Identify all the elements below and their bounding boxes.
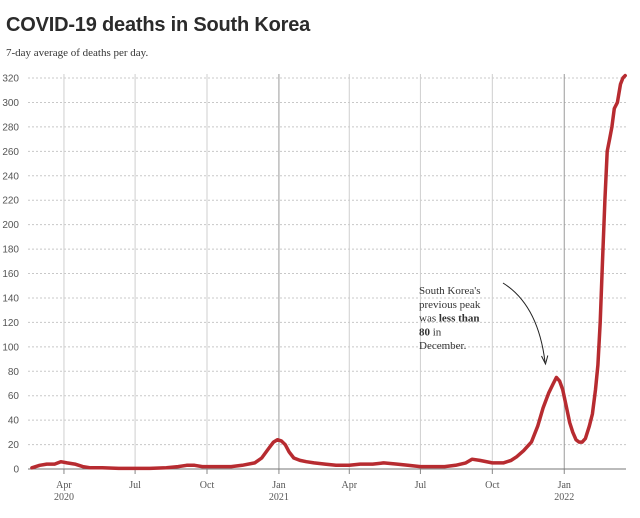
y-tick-label: 0	[13, 465, 19, 476]
annotation: South Korea's previous peak was less than 8…	[419, 282, 549, 366]
y-tick-label: 260	[2, 147, 19, 158]
annotation-segment: 80	[419, 326, 431, 338]
chart-title: COVID-19 deaths in South Korea	[6, 14, 311, 36]
annotation-segment: in	[430, 326, 442, 338]
y-tick-label: 180	[2, 245, 19, 256]
y-tick-label: 100	[2, 342, 19, 353]
y-tick-label: 320	[2, 74, 19, 85]
x-tick-label: Apr	[56, 480, 72, 491]
annotation-segment: less than	[439, 313, 480, 325]
x-tick-year: 2020	[54, 492, 74, 503]
annotation-segment: previous peak	[419, 299, 481, 311]
x-tick-label: Apr	[341, 480, 357, 491]
y-tick-label: 160	[2, 269, 19, 280]
x-tick-label: Jan	[558, 480, 571, 491]
series-line	[30, 73, 627, 471]
grid-lines	[28, 74, 626, 469]
x-tick-label: Jul	[415, 480, 427, 491]
y-axis: 0 20 40 60 80 100 120 140 160 180 200 220 240 260 280 3…	[2, 74, 19, 476]
y-tick-label: 40	[8, 416, 20, 427]
annotation-segment: December.	[419, 340, 467, 352]
x-tick-label: Oct	[200, 480, 215, 491]
y-tick-label: 200	[2, 220, 19, 231]
y-tick-label: 80	[8, 367, 20, 378]
y-tick-label: 220	[2, 196, 19, 207]
x-tick-label: Oct	[485, 480, 500, 491]
annotation-segment: South Korea's	[419, 285, 481, 297]
annotation-arrow	[502, 282, 546, 363]
x-tick-year: 2022	[554, 492, 574, 503]
y-tick-label: 140	[2, 293, 19, 304]
y-tick-label: 280	[2, 122, 19, 133]
chart-subtitle: 7-day average of deaths per day.	[6, 47, 149, 59]
x-tick-label: Jul	[129, 480, 141, 491]
y-tick-label: 20	[8, 440, 20, 451]
y-tick-label: 300	[2, 98, 19, 109]
y-tick-label: 60	[8, 391, 20, 402]
x-tick-label: Jan	[272, 480, 285, 491]
y-tick-label: 240	[2, 171, 19, 182]
x-tick-year: 2021	[269, 492, 289, 503]
annotation-segment: was	[419, 313, 439, 325]
annotation-arrowhead	[541, 355, 549, 366]
y-tick-label: 120	[2, 318, 19, 329]
annotation-text: South Korea's previous peak was less than 8…	[419, 285, 481, 352]
